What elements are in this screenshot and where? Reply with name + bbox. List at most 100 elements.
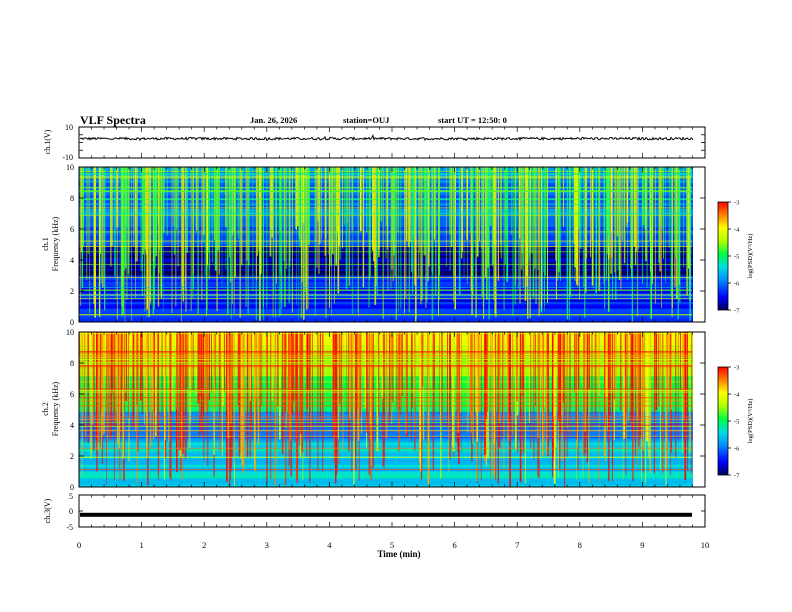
sferic-streak [173, 167, 176, 255]
sferic-streak [317, 167, 319, 222]
sferic-streak [429, 167, 431, 252]
sferic-streak [348, 167, 351, 286]
sferic-streak [639, 332, 642, 438]
sferic-streak [97, 332, 99, 443]
colorbar-tick-label: -6 [734, 281, 740, 288]
spec-ytick-label: 6 [70, 225, 74, 234]
sferic-streak [350, 332, 352, 412]
sferic-streak [642, 167, 645, 225]
ch2-colorbar: -3 -4 -5 -6 -7 log(PSD)(V²/Hz) [717, 365, 754, 480]
sferic-streak [615, 167, 617, 300]
sferic-streak [352, 332, 355, 422]
sferic-streak [244, 332, 246, 466]
spec-ytick-label: 10 [66, 163, 74, 172]
sferic-streak [125, 167, 127, 227]
sferic-streak [114, 332, 117, 423]
transmitter-line [79, 422, 692, 424]
transmitter-line [79, 213, 692, 214]
transmitter-line [79, 355, 692, 356]
sferic-streak [498, 332, 501, 423]
sferic-streak [546, 332, 548, 455]
sferic-streak [541, 167, 543, 290]
x-tick-label: 3 [265, 540, 269, 550]
sferic-streak [135, 167, 136, 298]
sferic-streak [578, 332, 580, 390]
transmitter-line [79, 191, 692, 192]
sferic-streak [317, 332, 319, 472]
sferic-streak [301, 167, 303, 282]
sferic-streak [451, 167, 453, 247]
ch1-trace [79, 133, 694, 142]
sferic-streak [507, 332, 509, 442]
sferic-streak [527, 167, 529, 263]
sferic-streak [309, 332, 311, 451]
sferic-streak [426, 167, 428, 302]
sferic-streak [615, 332, 617, 409]
transmitter-line [79, 298, 692, 299]
sferic-streak [405, 167, 407, 299]
sferic-streak [231, 167, 233, 305]
transmitter-line [79, 363, 692, 365]
sferic-streak [175, 167, 177, 307]
sferic-streak [132, 332, 135, 428]
spectrogram-band [79, 284, 693, 287]
sferic-streak [687, 167, 688, 292]
sferic-streak [385, 167, 387, 258]
sferic-streak [161, 332, 163, 419]
transmitter-line [79, 172, 692, 174]
sferic-streak [415, 167, 417, 237]
sferic-streak [530, 332, 532, 448]
sferic-streak [544, 167, 545, 306]
transmitter-line [79, 186, 692, 188]
sferic-streak [526, 167, 528, 276]
sferic-streak [370, 332, 372, 466]
transmitter-line [79, 263, 692, 265]
sferic-streak [609, 167, 611, 255]
colorbar-tick-label: -6 [734, 446, 740, 453]
sferic-streak [676, 167, 678, 299]
transmitter-line [79, 251, 692, 253]
sferic-streak [110, 332, 112, 441]
sferic-streak [204, 332, 206, 413]
sferic-streak [208, 332, 210, 401]
ch3-ylabel: ch.3(V) [43, 498, 52, 523]
sferic-streak [247, 167, 249, 314]
sferic-streak [180, 167, 182, 322]
sferic-streak [644, 167, 646, 229]
sferic-streak [458, 167, 461, 295]
sferic-streak [299, 167, 301, 248]
sferic-streak [574, 167, 576, 282]
sferic-streak [461, 167, 463, 259]
sferic-streak [579, 167, 580, 300]
sferic-streak [96, 332, 98, 472]
sferic-streak [200, 332, 202, 432]
sferic-streak [527, 167, 529, 319]
spectrogram-band [79, 275, 693, 279]
sferic-streak [159, 167, 160, 250]
sferic-streak [586, 332, 588, 463]
sferic-streak [335, 332, 337, 484]
transmitter-line [79, 419, 692, 421]
sferic-streak [502, 332, 504, 436]
ch3-ytick-top: 5 [69, 492, 73, 501]
sferic-streak [146, 332, 148, 458]
sferic-streak [242, 332, 244, 474]
sferic-streak [94, 167, 96, 308]
sferic-streak [382, 332, 385, 467]
sferic-streak [119, 167, 121, 296]
sferic-streak [141, 332, 143, 415]
sferic-streak [562, 332, 564, 403]
sferic-streak [560, 167, 561, 282]
sferic-streak [683, 167, 685, 268]
sferic-streak [345, 167, 348, 289]
sferic-streak [202, 332, 204, 426]
sferic-streak [447, 332, 448, 428]
sferic-streak [116, 167, 118, 321]
sferic-streak [227, 167, 229, 315]
sferic-streak [98, 167, 101, 317]
spectrogram-band [79, 308, 693, 312]
spec-ytick-label: 10 [66, 328, 74, 337]
sferic-streak [341, 332, 342, 426]
spectrogram-band [79, 279, 693, 283]
sferic-streak [472, 332, 474, 444]
